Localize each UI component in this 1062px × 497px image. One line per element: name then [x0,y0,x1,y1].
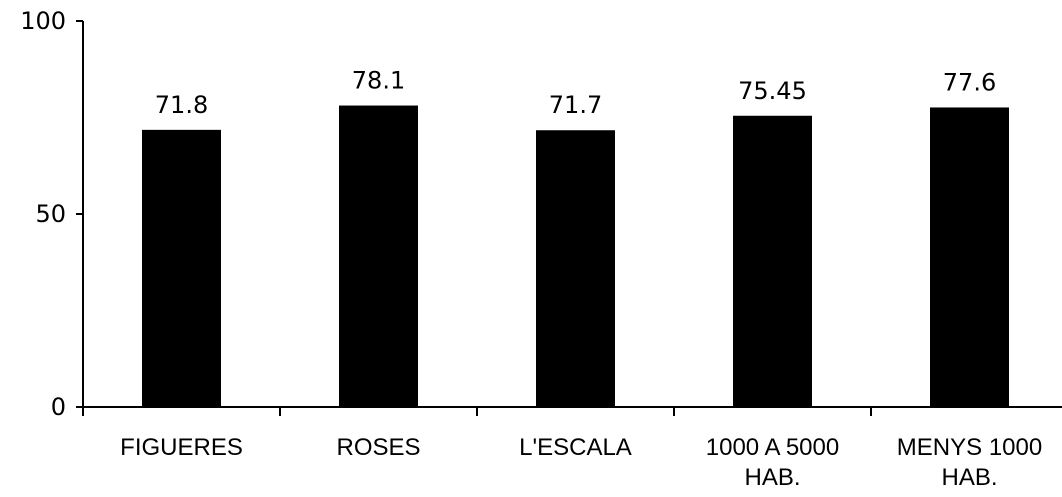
bars [142,105,1009,408]
data-label: 71.7 [549,91,602,119]
category-labels: FIGUERES ROSES L'ESCALA 1000 A 5000 HAB. MENY… [120,434,1042,491]
bar [536,130,615,407]
category-label: 1000 A 5000 [706,434,839,461]
y-tick-label: 100 [20,7,66,35]
category-label: HAB. [744,464,800,491]
x-axis [82,406,1062,416]
category-label: L'ESCALA [519,434,632,461]
data-label: 71.8 [155,91,208,119]
bar [339,105,418,407]
category-label: FIGUERES [120,434,243,461]
bar [930,107,1009,408]
data-label: 75.45 [738,77,807,105]
y-tick-label: 0 [51,393,66,421]
data-labels: 71.8 78.1 71.7 75.45 77.6 [155,67,996,120]
data-label: 78.1 [352,67,405,95]
bar [733,115,812,407]
y-axis: 0 50 100 [20,7,84,421]
y-tick-label: 50 [35,200,66,228]
category-label: MENYS 1000 [897,434,1042,461]
data-label: 77.6 [943,68,996,96]
category-label: ROSES [336,434,420,461]
bar [142,129,221,408]
category-label: HAB. [941,464,997,491]
